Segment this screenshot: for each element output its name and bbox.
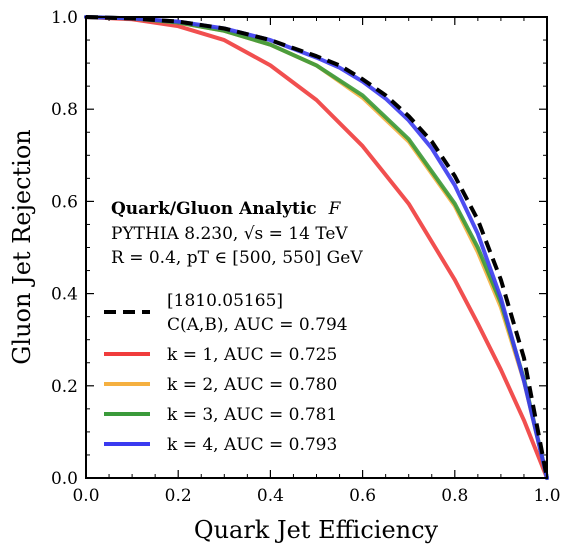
legend-label-3: k = 3, AUC = 0.781 [167, 405, 337, 425]
y-tick-label: 0.4 [51, 285, 78, 305]
legend: [1810.05165] C(A,B), AUC = 0.794 k = 1, AU… [104, 291, 348, 455]
y-tick-label: 0.8 [51, 100, 78, 120]
legend-label-0: [1810.05165] [167, 291, 283, 311]
annotation-title-italic: F [328, 199, 342, 219]
x-tick-label: 0.4 [257, 486, 284, 506]
legend-label-0-line2: C(A,B), AUC = 0.794 [167, 315, 348, 335]
x-tick-label: 0.6 [349, 486, 376, 506]
legend-label-1: k = 1, AUC = 0.725 [167, 345, 337, 365]
y-axis-label: Gluon Jet Rejection [8, 129, 36, 365]
series-line-1 [84, 15, 549, 480]
legend-label-4: k = 4, AUC = 0.793 [167, 435, 337, 455]
annotation-box: Quark/Gluon Analytic F PYTHIA 8.230, √s … [111, 199, 363, 268]
series-line-0 [85, 15, 549, 479]
x-tick-label: 0.8 [441, 486, 468, 506]
series-layer [84, 15, 549, 480]
x-tick-label: 0.0 [72, 486, 99, 506]
x-tick-label: 0.2 [165, 486, 192, 506]
y-tick-label: 0.0 [51, 469, 78, 489]
annotation-title: Quark/Gluon Analytic F [111, 199, 342, 219]
y-tick-label: 0.2 [51, 377, 78, 397]
annotation-line3: R = 0.4, pT ∈ [500, 550] GeV [111, 248, 363, 268]
plot-frame [85, 16, 548, 479]
legend-label-2: k = 2, AUC = 0.780 [167, 375, 337, 395]
x-tick-label: 1.0 [533, 486, 560, 506]
y-tick-label: 1.0 [51, 8, 78, 28]
y-tick-label: 0.6 [51, 192, 78, 212]
x-axis-label: Quark Jet Efficiency [194, 516, 439, 544]
annotation-line2: PYTHIA 8.230, √s = 14 TeV [111, 224, 348, 244]
